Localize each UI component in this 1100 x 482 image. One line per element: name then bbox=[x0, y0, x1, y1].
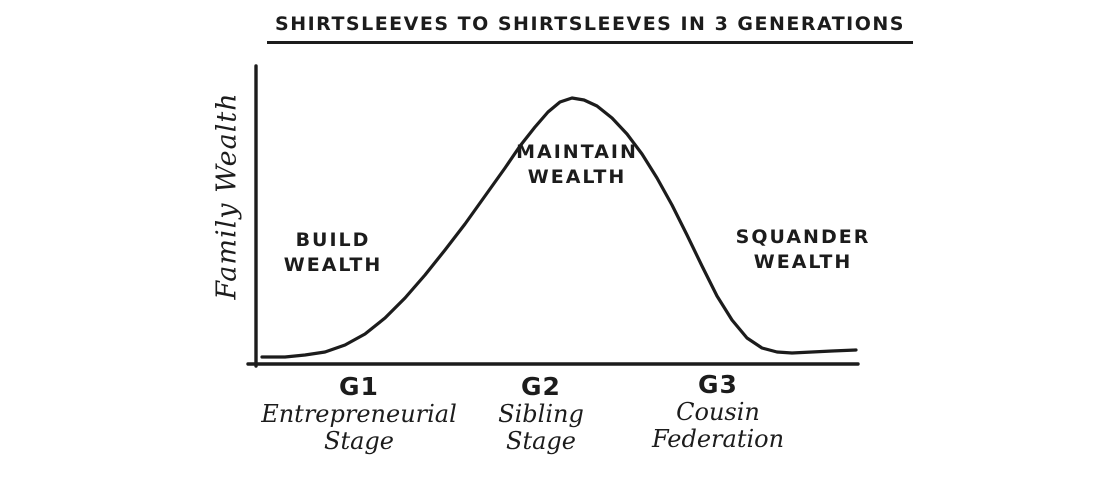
annotation-line: SQUANDER bbox=[735, 226, 871, 248]
x-label-g3: G3 Cousin Federation bbox=[652, 370, 784, 453]
annotation-line: MAINTAIN bbox=[516, 141, 638, 163]
x-label-g2: G2 Sibling Stage bbox=[498, 372, 584, 455]
generation-stage-name: Cousin bbox=[676, 398, 760, 426]
annotation-line: BUILD bbox=[295, 229, 371, 251]
chart-title: SHIRTSLEEVES TO SHIRTSLEEVES IN 3 GENERA… bbox=[267, 13, 913, 44]
annotation-build-wealth: BUILD WEALTH bbox=[284, 228, 382, 278]
annotation-line: WEALTH bbox=[753, 251, 853, 273]
generation-number: G3 bbox=[698, 370, 738, 399]
annotation-line: WEALTH bbox=[527, 166, 627, 188]
generation-number: G2 bbox=[521, 372, 561, 401]
generation-number: G1 bbox=[339, 372, 379, 401]
generation-stage-name: Entrepreneurial bbox=[261, 400, 457, 428]
generation-stage-name: Sibling bbox=[498, 400, 584, 428]
generation-stage-name: Stage bbox=[506, 427, 576, 455]
generation-stage-name: Federation bbox=[651, 425, 785, 453]
generation-stage-name: Stage bbox=[324, 427, 394, 455]
annotation-line: WEALTH bbox=[283, 254, 383, 276]
x-label-g1: G1 Entrepreneurial Stage bbox=[261, 372, 457, 455]
annotation-maintain-wealth: MAINTAIN WEALTH bbox=[516, 140, 638, 190]
wealth-curve bbox=[260, 96, 858, 359]
annotation-squander-wealth: SQUANDER WEALTH bbox=[736, 225, 871, 275]
